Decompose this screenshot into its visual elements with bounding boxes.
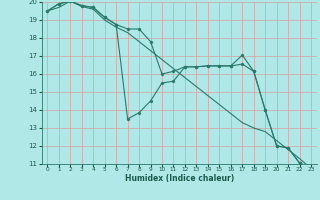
X-axis label: Humidex (Indice chaleur): Humidex (Indice chaleur) <box>124 174 234 183</box>
